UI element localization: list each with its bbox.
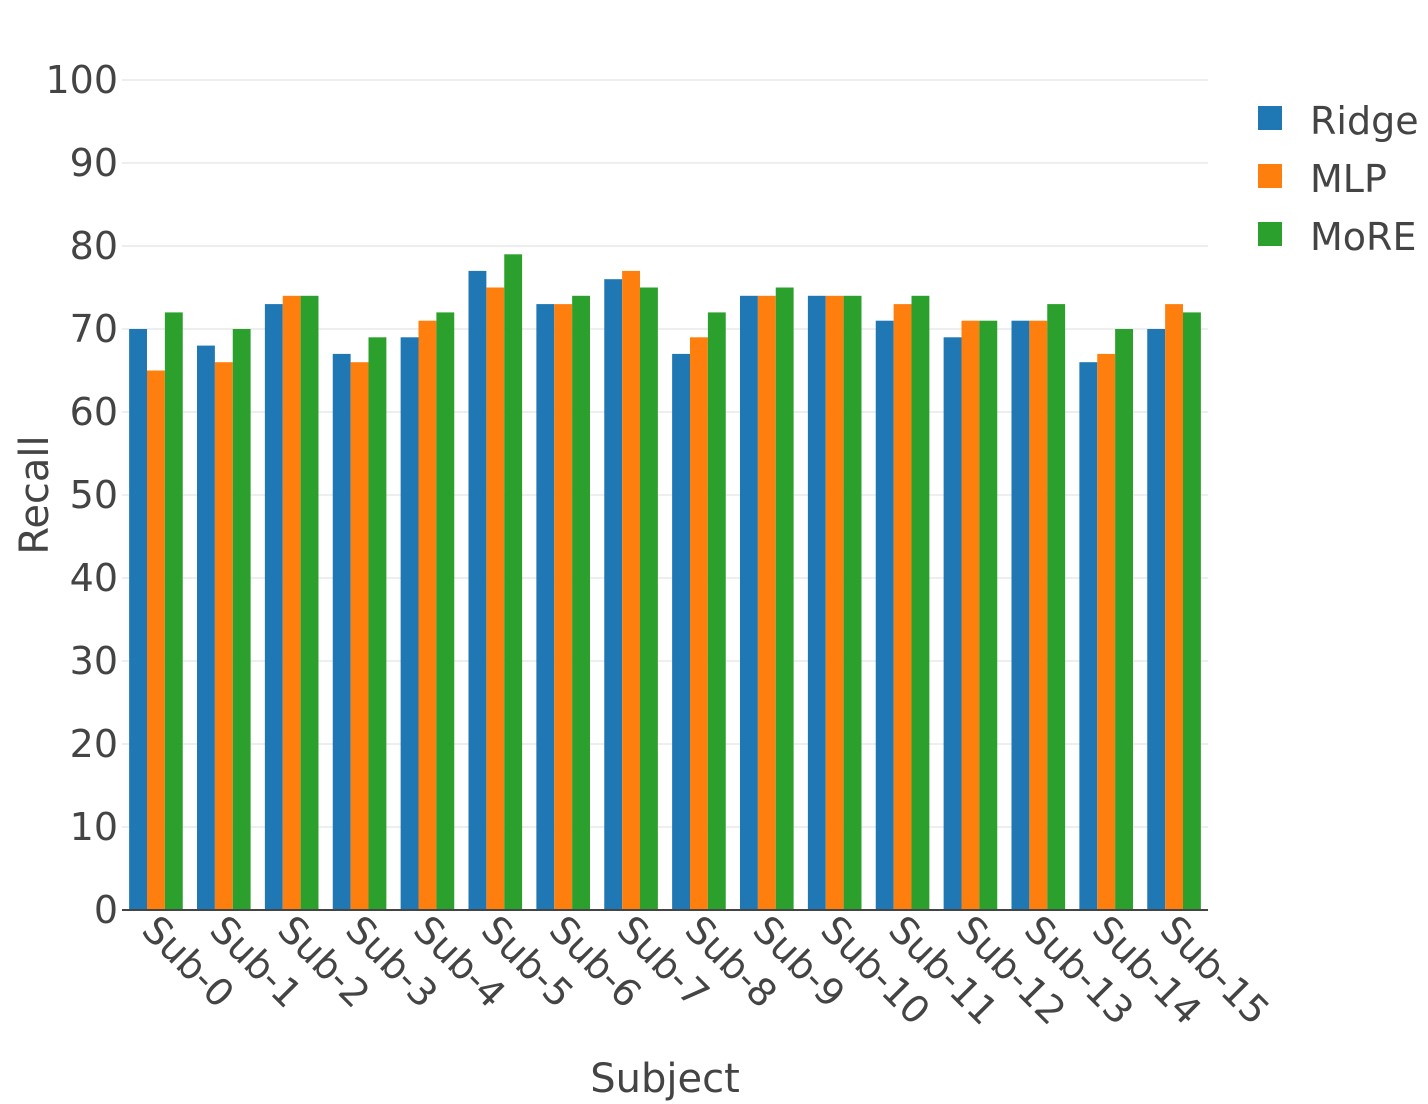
y-tick-label: 30 <box>70 639 118 683</box>
bar-more-sub-0 <box>164 312 183 910</box>
bar-more-sub-4 <box>436 312 455 910</box>
bar-more-sub-14 <box>1115 329 1133 910</box>
bar-more-sub-1 <box>232 329 251 910</box>
legend-label-ridge: Ridge <box>1310 99 1419 143</box>
bar-mlp-sub-9 <box>757 295 776 910</box>
y-tick-label: 90 <box>70 141 118 185</box>
bar-mlp-sub-15 <box>1165 304 1183 911</box>
bar-more-sub-2 <box>300 295 319 910</box>
bar-ridge-sub-13 <box>1011 320 1030 910</box>
y-axis-title: Recall <box>12 435 58 554</box>
y-tick-label: 10 <box>70 805 118 849</box>
legend-swatch-mlp <box>1258 164 1282 188</box>
x-axis-ticks: Sub-0Sub-1Sub-2Sub-3Sub-4Sub-5Sub-6Sub-7… <box>134 907 1278 1033</box>
legend-label-mlp: MLP <box>1310 157 1387 201</box>
bar-more-sub-5 <box>504 254 523 911</box>
bar-ridge-sub-1 <box>197 345 215 911</box>
legend: Ridge MLP MoRE <box>1258 99 1419 259</box>
legend-swatch-more <box>1258 222 1282 246</box>
bar-mlp-sub-11 <box>893 304 912 911</box>
y-tick-label: 60 <box>70 390 118 434</box>
bar-mlp-sub-4 <box>418 320 437 910</box>
bar-ridge-sub-2 <box>264 304 283 911</box>
bar-ridge-sub-15 <box>1147 329 1166 910</box>
bar-more-sub-11 <box>911 295 930 910</box>
y-tick-label: 50 <box>70 473 118 517</box>
legend-swatch-ridge <box>1258 106 1282 130</box>
bars <box>129 254 1201 911</box>
bar-ridge-sub-9 <box>740 295 758 910</box>
legend-label-more: MoRE <box>1310 215 1416 259</box>
bar-more-sub-6 <box>572 295 590 910</box>
bar-mlp-sub-3 <box>350 362 369 910</box>
bar-mlp-sub-2 <box>282 295 301 910</box>
y-axis-ticks: 0 10 20 30 40 50 60 70 80 90 100 <box>45 58 118 932</box>
bar-more-sub-12 <box>979 320 998 910</box>
bar-ridge-sub-3 <box>332 353 351 910</box>
y-tick-label: 20 <box>70 722 118 766</box>
bar-ridge-sub-11 <box>875 320 894 910</box>
bar-more-sub-15 <box>1182 312 1201 910</box>
bar-ridge-sub-5 <box>468 270 487 910</box>
bar-mlp-sub-7 <box>622 270 640 910</box>
bar-ridge-sub-6 <box>536 304 555 911</box>
bar-ridge-sub-10 <box>807 295 826 910</box>
bar-mlp-sub-0 <box>147 370 165 910</box>
bar-more-sub-7 <box>639 287 658 910</box>
bar-mlp-sub-13 <box>1029 320 1048 910</box>
bar-more-sub-3 <box>368 337 387 910</box>
bar-mlp-sub-6 <box>554 304 573 911</box>
bar-ridge-sub-4 <box>400 337 419 910</box>
y-tick-label: 70 <box>70 307 118 351</box>
bar-mlp-sub-12 <box>961 320 980 910</box>
bar-ridge-sub-7 <box>604 279 623 910</box>
bar-ridge-sub-14 <box>1079 362 1098 910</box>
bar-mlp-sub-5 <box>486 287 505 910</box>
bar-more-sub-10 <box>843 295 862 910</box>
bar-more-sub-8 <box>707 312 726 910</box>
bar-mlp-sub-14 <box>1097 353 1116 910</box>
bar-more-sub-9 <box>775 287 794 910</box>
bar-ridge-sub-8 <box>672 353 691 910</box>
bar-mlp-sub-1 <box>214 362 233 910</box>
y-tick-label: 100 <box>45 58 118 102</box>
bar-ridge-sub-12 <box>943 337 962 910</box>
bar-mlp-sub-10 <box>825 295 844 910</box>
y-tick-label: 0 <box>94 888 118 932</box>
y-tick-label: 40 <box>70 556 118 600</box>
bar-more-sub-13 <box>1047 304 1066 911</box>
bar-ridge-sub-0 <box>129 329 148 910</box>
y-tick-label: 80 <box>70 224 118 268</box>
x-axis-title: Subject <box>590 1056 740 1102</box>
bar-mlp-sub-8 <box>690 337 708 910</box>
